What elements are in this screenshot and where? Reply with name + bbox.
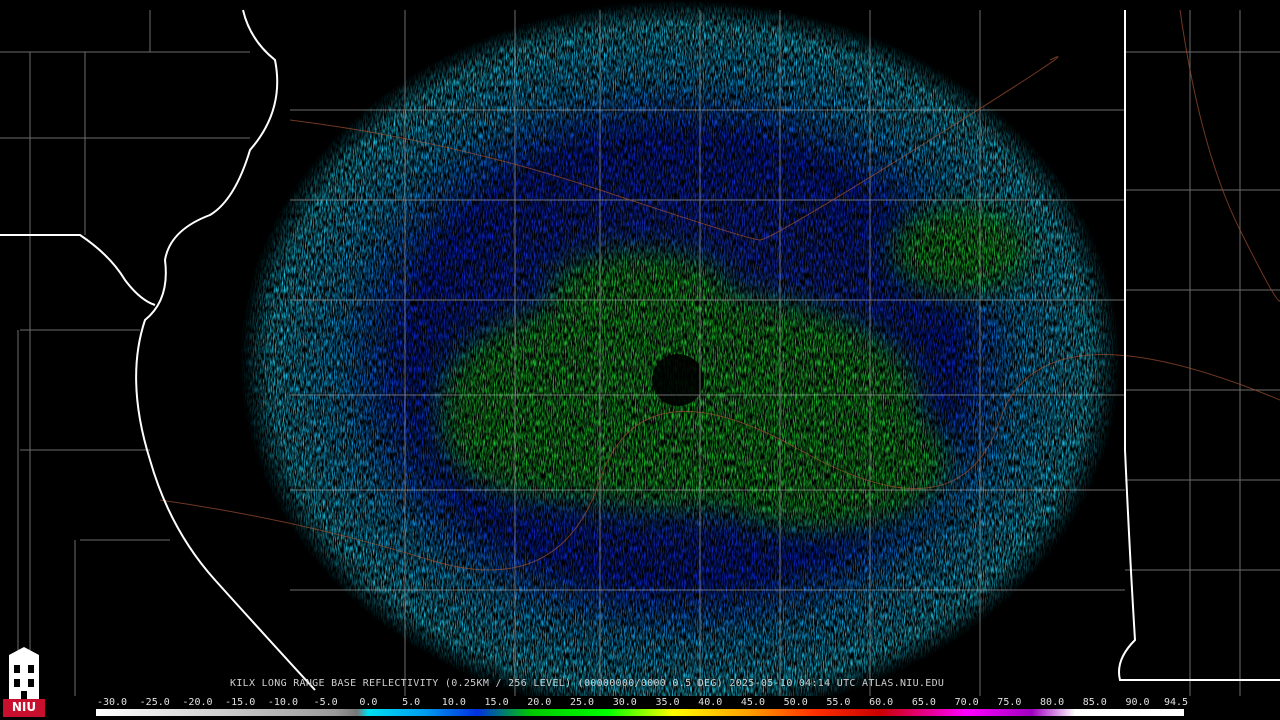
color-bar [96, 709, 1184, 716]
colorbar-tick-label: 50.0 [783, 697, 808, 708]
colorbar-tick-label: 25.0 [569, 697, 595, 708]
colorbar-tick-label: 90.0 [1125, 697, 1150, 708]
colorbar-tick-label: 10.0 [441, 697, 466, 708]
colorbar-tick-label: 75.0 [997, 697, 1022, 708]
colorbar-tick-label: 30.0 [612, 697, 637, 708]
colorbar-tick-label: -15.0 [225, 697, 256, 708]
colorbar-tick-label: 55.0 [826, 697, 851, 708]
colorbar-tick-label: 5.0 [402, 697, 421, 708]
colorbar-tick-label: 60.0 [869, 697, 894, 708]
colorbar-tick-label: 45.0 [740, 697, 765, 708]
colorbar-tick-label: 40.0 [698, 697, 723, 708]
colorbar-tick-label: -10.0 [267, 697, 298, 708]
colorbar-tick-label: 35.0 [655, 697, 680, 708]
colorbar-tick-label: 85.0 [1082, 697, 1107, 708]
colorbar-tick-label: -20.0 [182, 697, 213, 708]
colorbar-tick-label: 65.0 [911, 697, 936, 708]
colorbar-tick-label: 20.0 [527, 697, 552, 708]
niu-logo [3, 647, 45, 717]
radar-map [0, 0, 1280, 696]
colorbar-tick-label: -30.0 [96, 697, 128, 708]
colorbar-tick-label: 15.0 [484, 697, 509, 708]
colorbar-tick-label: 70.0 [954, 697, 979, 708]
logo-text: NIU [11, 700, 37, 714]
colorbar-tick-label: -5.0 [313, 697, 338, 708]
colorbar-tick-label: -25.0 [139, 697, 170, 708]
product-header: KILX LONG RANGE BASE REFLECTIVITY (0.25K… [230, 678, 945, 689]
colorbar-tick-label: 94.5 [1163, 697, 1189, 708]
colorbar-tick-label: 0.0 [359, 697, 378, 708]
colorbar-tick-label: 80.0 [1040, 697, 1065, 708]
